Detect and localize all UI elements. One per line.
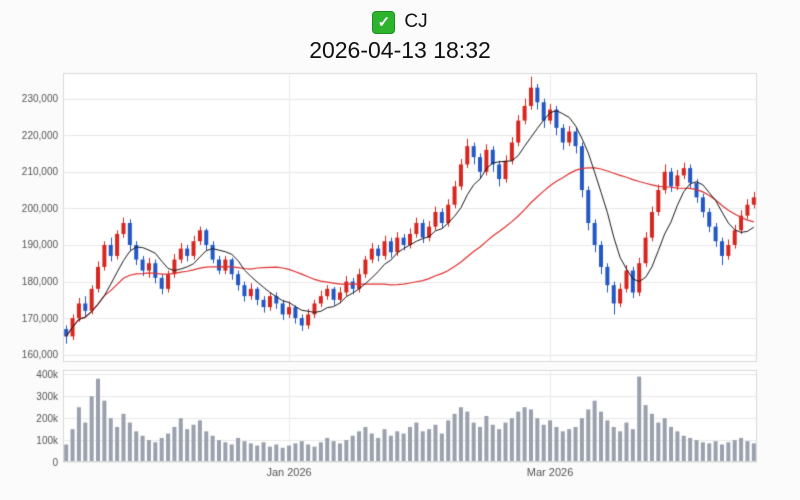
check-glyph: ✓: [377, 13, 391, 31]
candlestick-volume-chart: [0, 65, 800, 500]
checkbox-icon[interactable]: ✓: [372, 10, 396, 34]
chart-header: ✓ CJ: [0, 0, 800, 37]
stock-symbol-label: CJ: [404, 11, 428, 32]
chart-timestamp: 2026-04-13 18:32: [309, 37, 491, 63]
